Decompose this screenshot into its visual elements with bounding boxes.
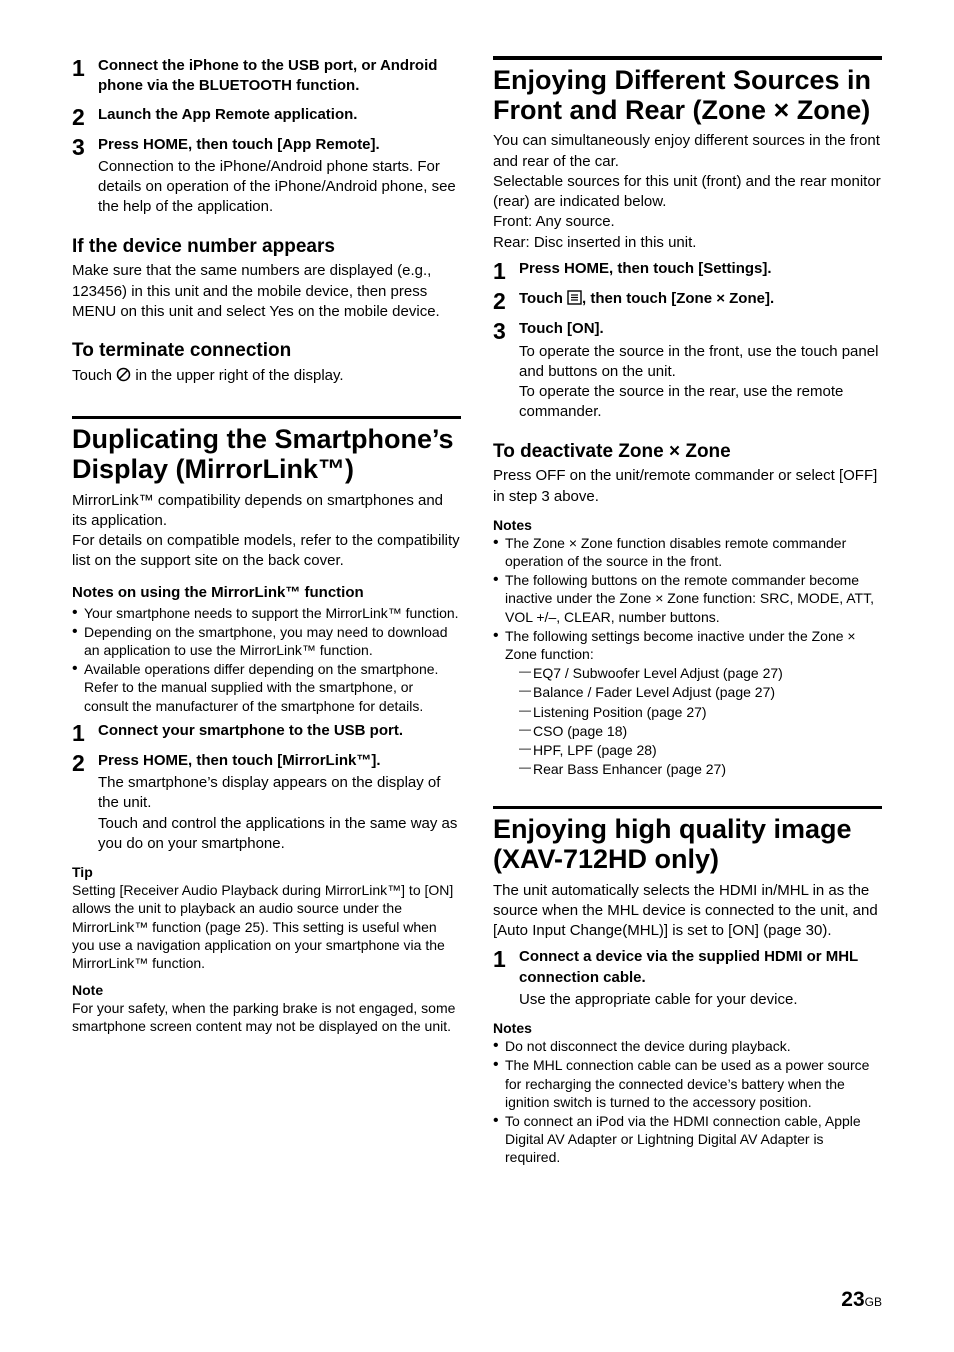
bullet-item: Do not disconnect the device during play…	[493, 1037, 882, 1055]
subheading: If the device number appears	[72, 236, 461, 258]
section-title: Duplicating the Smartphone’s Display (Mi…	[72, 425, 461, 484]
bullet-item: The Zone × Zone function disables remote…	[493, 534, 882, 570]
step-subtext: To operate the source in the front, use …	[519, 342, 882, 423]
step-item: 1 Connect your smartphone to the USB por…	[72, 721, 461, 745]
step-number: 1	[493, 947, 519, 1010]
step-heading: Press HOME, then touch [App Remote].	[98, 135, 461, 155]
notes-label: Notes	[493, 1020, 882, 1036]
step-subtext: Connection to the iPhone/Android phone s…	[98, 157, 461, 218]
bullet-item: Depending on the smartphone, you may nee…	[72, 623, 461, 659]
paragraph: Touch in the upper right of the display.	[72, 366, 461, 388]
step-item: 3 Touch [ON]. To operate the source in t…	[493, 319, 882, 422]
step-number: 2	[72, 105, 98, 129]
bullet-list: The Zone × Zone function disables remote…	[493, 534, 882, 778]
tip-text: Setting [Receiver Audio Playback during …	[72, 881, 461, 972]
note-text: For your safety, when the parking brake …	[72, 999, 461, 1035]
step-number: 2	[72, 751, 98, 854]
subheading: To terminate connection	[72, 340, 461, 362]
dash-item: Balance / Fader Level Adjust (page 27)	[519, 683, 882, 701]
left-column: 1 Connect the iPhone to the USB port, or…	[72, 50, 461, 1172]
paragraph: Press OFF on the unit/remote commander o…	[493, 466, 882, 507]
step-item: 1 Press HOME, then touch [Settings].	[493, 259, 882, 283]
bullet-list: Do not disconnect the device during play…	[493, 1037, 882, 1166]
tip-label: Tip	[72, 864, 461, 880]
step-heading: Touch [ON].	[519, 319, 882, 339]
dash-item: Listening Position (page 27)	[519, 703, 882, 721]
right-column: Enjoying Different Sources in Front and …	[493, 50, 882, 1172]
settings-list-icon	[567, 290, 582, 311]
bullet-list: Your smartphone needs to support the Mir…	[72, 604, 461, 715]
notes-label: Notes	[493, 517, 882, 533]
step-item: 2 Launch the App Remote application.	[72, 105, 461, 129]
step-number: 3	[493, 319, 519, 422]
step-heading: Press HOME, then touch [MirrorLink™].	[98, 751, 461, 771]
two-column-layout: 1 Connect the iPhone to the USB port, or…	[72, 50, 882, 1172]
dash-list: EQ7 / Subwoofer Level Adjust (page 27) B…	[519, 664, 882, 778]
bullet-item: To connect an iPod via the HDMI connecti…	[493, 1112, 882, 1167]
note-label: Note	[72, 982, 461, 998]
step-heading: Connect your smartphone to the USB port.	[98, 721, 461, 741]
prohibit-icon	[116, 367, 131, 388]
bullet-item: The following buttons on the remote comm…	[493, 571, 882, 626]
step-number: 1	[72, 721, 98, 745]
step-item: 2 Press HOME, then touch [MirrorLink™]. …	[72, 751, 461, 854]
dash-item: EQ7 / Subwoofer Level Adjust (page 27)	[519, 664, 882, 682]
paragraph: MirrorLink™ compatibility depends on sma…	[72, 491, 461, 572]
step-number: 3	[72, 135, 98, 218]
notes-heading: Notes on using the MirrorLink™ function	[72, 584, 461, 601]
subheading: To deactivate Zone × Zone	[493, 441, 882, 463]
bullet-item: Available operations differ depending on…	[72, 660, 461, 715]
step-heading: Touch , then touch [Zone × Zone].	[519, 289, 882, 311]
section-title: Enjoying high quality image (XAV-712HD o…	[493, 815, 882, 874]
step-number: 1	[493, 259, 519, 283]
paragraph: Make sure that the same numbers are disp…	[72, 261, 461, 322]
bullet-item: The MHL connection cable can be used as …	[493, 1056, 882, 1111]
step-subtext: The smartphone’s display appears on the …	[98, 773, 461, 854]
paragraph: The unit automatically selects the HDMI …	[493, 881, 882, 942]
step-number: 2	[493, 289, 519, 313]
step-heading: Connect a device via the supplied HDMI o…	[519, 947, 882, 988]
step-subtext: Use the appropriate cable for your devic…	[519, 990, 882, 1010]
step-item: 2 Touch , then touch [Zone × Zone].	[493, 289, 882, 313]
section-rule	[493, 56, 882, 60]
step-number: 1	[72, 56, 98, 99]
step-heading: Launch the App Remote application.	[98, 105, 461, 125]
step-heading: Press HOME, then touch [Settings].	[519, 259, 882, 279]
step-heading: Connect the iPhone to the USB port, or A…	[98, 56, 461, 97]
step-item: 3 Press HOME, then touch [App Remote]. C…	[72, 135, 461, 218]
section-title: Enjoying Different Sources in Front and …	[493, 66, 882, 125]
bullet-item: Your smartphone needs to support the Mir…	[72, 604, 461, 622]
paragraph: You can simultaneously enjoy different s…	[493, 131, 882, 253]
step-item: 1 Connect a device via the supplied HDMI…	[493, 947, 882, 1010]
dash-item: Rear Bass Enhancer (page 27)	[519, 760, 882, 778]
section-rule	[493, 806, 882, 809]
dash-item: CSO (page 18)	[519, 722, 882, 740]
page-number: 23GB	[841, 1288, 882, 1312]
dash-item: HPF, LPF (page 28)	[519, 741, 882, 759]
step-item: 1 Connect the iPhone to the USB port, or…	[72, 56, 461, 99]
section-rule	[72, 416, 461, 419]
bullet-item: The following settings become inactive u…	[493, 627, 882, 779]
